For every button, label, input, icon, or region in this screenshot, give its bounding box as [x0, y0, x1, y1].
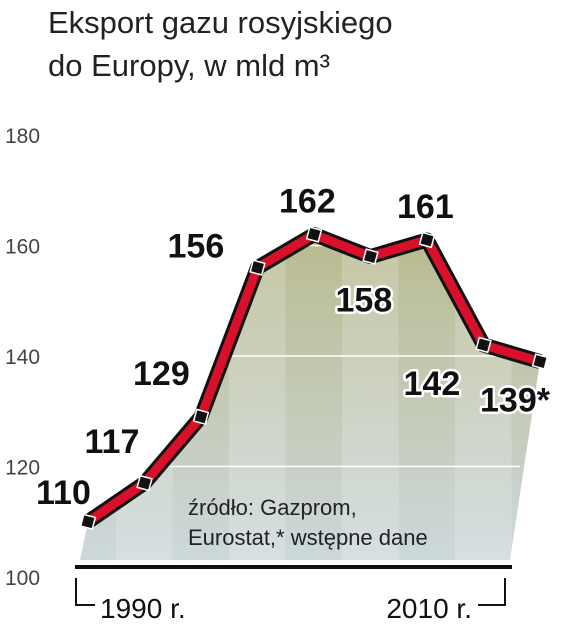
stripe — [229, 135, 286, 560]
bracket — [478, 578, 506, 606]
stripe — [342, 135, 399, 560]
x-tick-label: 2010 r. — [386, 593, 472, 624]
y-tick-label: 180 — [5, 125, 40, 148]
value-label: 129 — [133, 355, 190, 393]
note: źródło: Gazprom, — [188, 495, 357, 520]
bracket — [75, 578, 95, 606]
value-label: 158 — [336, 282, 393, 320]
marker — [249, 259, 266, 276]
marker — [362, 248, 379, 265]
y-tick-label: 100 — [5, 567, 40, 590]
y-tick-label: 160 — [5, 236, 40, 259]
marker — [79, 513, 97, 531]
value-label: 139* — [480, 382, 551, 420]
y-tick-label: 120 — [5, 457, 40, 480]
value-label: 110 — [36, 474, 91, 512]
note: Eurostat,* wstępne dane — [188, 525, 428, 550]
marker — [531, 353, 549, 370]
value-label: 142 — [404, 365, 461, 403]
marker — [136, 474, 153, 492]
marker — [192, 408, 210, 426]
marker — [418, 231, 436, 249]
area — [80, 234, 540, 560]
value-label: 117 — [85, 423, 140, 461]
value-label: 162 — [279, 182, 336, 220]
y-tick-label: 140 — [5, 346, 40, 369]
chart-title: Eksport gazu rosyjskiego — [48, 5, 393, 40]
value-label: 161 — [397, 188, 454, 226]
x-tick-label: 1990 r. — [100, 593, 186, 624]
chart-title: do Europy, w mld m³ — [48, 48, 330, 83]
marker — [305, 226, 323, 243]
marker — [475, 336, 492, 354]
value-label: 156 — [168, 228, 225, 266]
